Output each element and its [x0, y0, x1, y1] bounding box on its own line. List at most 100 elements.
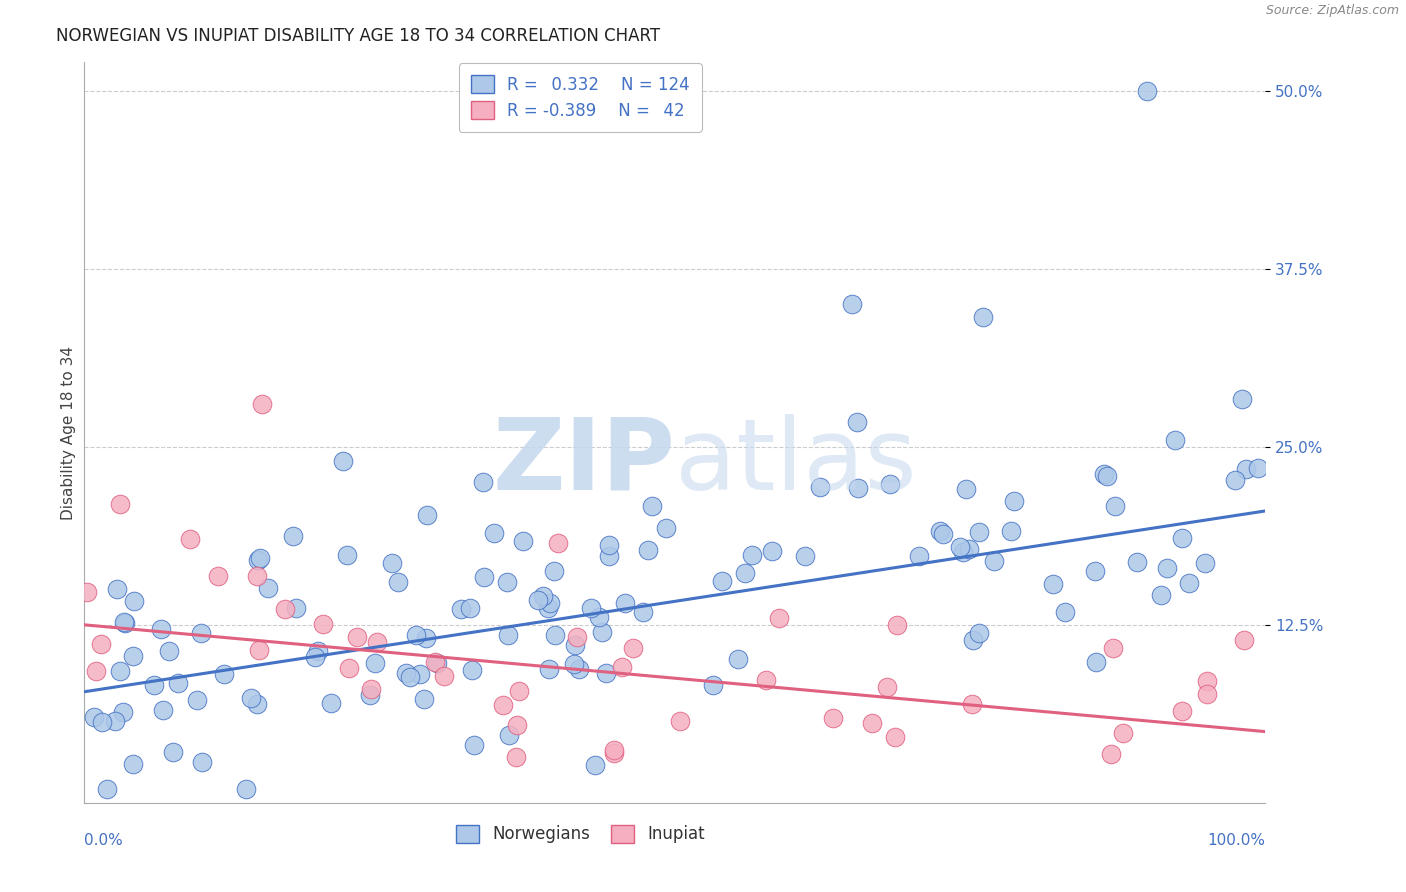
- Point: [567, 630, 589, 644]
- Point: [90, 715, 112, 730]
- Point: [179, 532, 201, 546]
- Point: [614, 597, 637, 611]
- Point: [346, 630, 368, 644]
- Point: [250, 397, 273, 411]
- Point: [841, 297, 863, 311]
- Point: [1094, 467, 1116, 481]
- Point: [84, 664, 107, 678]
- Point: [1150, 588, 1173, 602]
- Point: [157, 643, 180, 657]
- Point: [669, 714, 692, 728]
- Point: [395, 666, 418, 681]
- Point: [846, 481, 869, 495]
- Point: [568, 662, 591, 676]
- Point: [212, 666, 235, 681]
- Point: [167, 676, 190, 690]
- Point: [1194, 557, 1216, 571]
- Point: [366, 634, 388, 648]
- Point: [1002, 494, 1025, 508]
- Point: [112, 705, 135, 719]
- Point: [458, 601, 481, 615]
- Point: [527, 592, 550, 607]
- Point: [461, 663, 484, 677]
- Point: [387, 575, 409, 590]
- Point: [249, 643, 271, 657]
- Point: [952, 544, 974, 558]
- Point: [1234, 462, 1257, 476]
- Point: [793, 549, 815, 563]
- Point: [768, 611, 790, 625]
- Point: [1084, 655, 1107, 669]
- Point: [755, 673, 778, 687]
- Point: [531, 590, 554, 604]
- Point: [108, 664, 131, 678]
- Point: [860, 715, 883, 730]
- Point: [360, 681, 382, 696]
- Point: [337, 661, 360, 675]
- Point: [425, 655, 447, 669]
- Point: [1099, 747, 1122, 762]
- Point: [621, 640, 644, 655]
- Point: [190, 626, 212, 640]
- Point: [603, 742, 626, 756]
- Point: [631, 605, 654, 619]
- Point: [1195, 674, 1218, 689]
- Point: [1164, 433, 1187, 447]
- Point: [583, 758, 606, 772]
- Point: [562, 657, 585, 671]
- Text: 100.0%: 100.0%: [1208, 833, 1265, 848]
- Point: [409, 666, 432, 681]
- Point: [496, 575, 519, 590]
- Point: [472, 475, 495, 489]
- Point: [543, 564, 565, 578]
- Point: [581, 601, 603, 615]
- Point: [105, 582, 128, 597]
- Point: [472, 570, 495, 584]
- Point: [415, 632, 437, 646]
- Point: [1112, 726, 1135, 740]
- Point: [588, 609, 610, 624]
- Point: [506, 717, 529, 731]
- Text: ZIP: ZIP: [492, 414, 675, 511]
- Point: [972, 310, 994, 324]
- Point: [274, 602, 297, 616]
- Point: [235, 781, 257, 796]
- Point: [598, 549, 620, 564]
- Point: [537, 601, 560, 615]
- Point: [711, 574, 734, 588]
- Point: [544, 628, 567, 642]
- Point: [162, 745, 184, 759]
- Point: [96, 781, 118, 796]
- Point: [246, 697, 269, 711]
- Point: [962, 632, 984, 647]
- Point: [152, 703, 174, 717]
- Text: 0.0%: 0.0%: [84, 833, 124, 848]
- Point: [482, 526, 505, 541]
- Point: [876, 680, 898, 694]
- Point: [1136, 84, 1159, 98]
- Point: [741, 549, 763, 563]
- Point: [492, 698, 515, 713]
- Point: [405, 628, 427, 642]
- Point: [364, 656, 387, 670]
- Point: [433, 668, 456, 682]
- Point: [240, 691, 263, 706]
- Point: [426, 657, 449, 671]
- Point: [450, 601, 472, 615]
- Point: [1223, 473, 1246, 487]
- Point: [247, 552, 270, 566]
- Point: [983, 554, 1005, 568]
- Point: [761, 544, 783, 558]
- Point: [304, 649, 326, 664]
- Point: [1178, 576, 1201, 591]
- Point: [879, 476, 901, 491]
- Point: [929, 524, 952, 538]
- Point: [1095, 468, 1118, 483]
- Point: [538, 663, 561, 677]
- Point: [307, 644, 329, 658]
- Point: [122, 594, 145, 608]
- Point: [1230, 392, 1253, 406]
- Point: [702, 678, 724, 692]
- Point: [281, 529, 304, 543]
- Point: [381, 557, 404, 571]
